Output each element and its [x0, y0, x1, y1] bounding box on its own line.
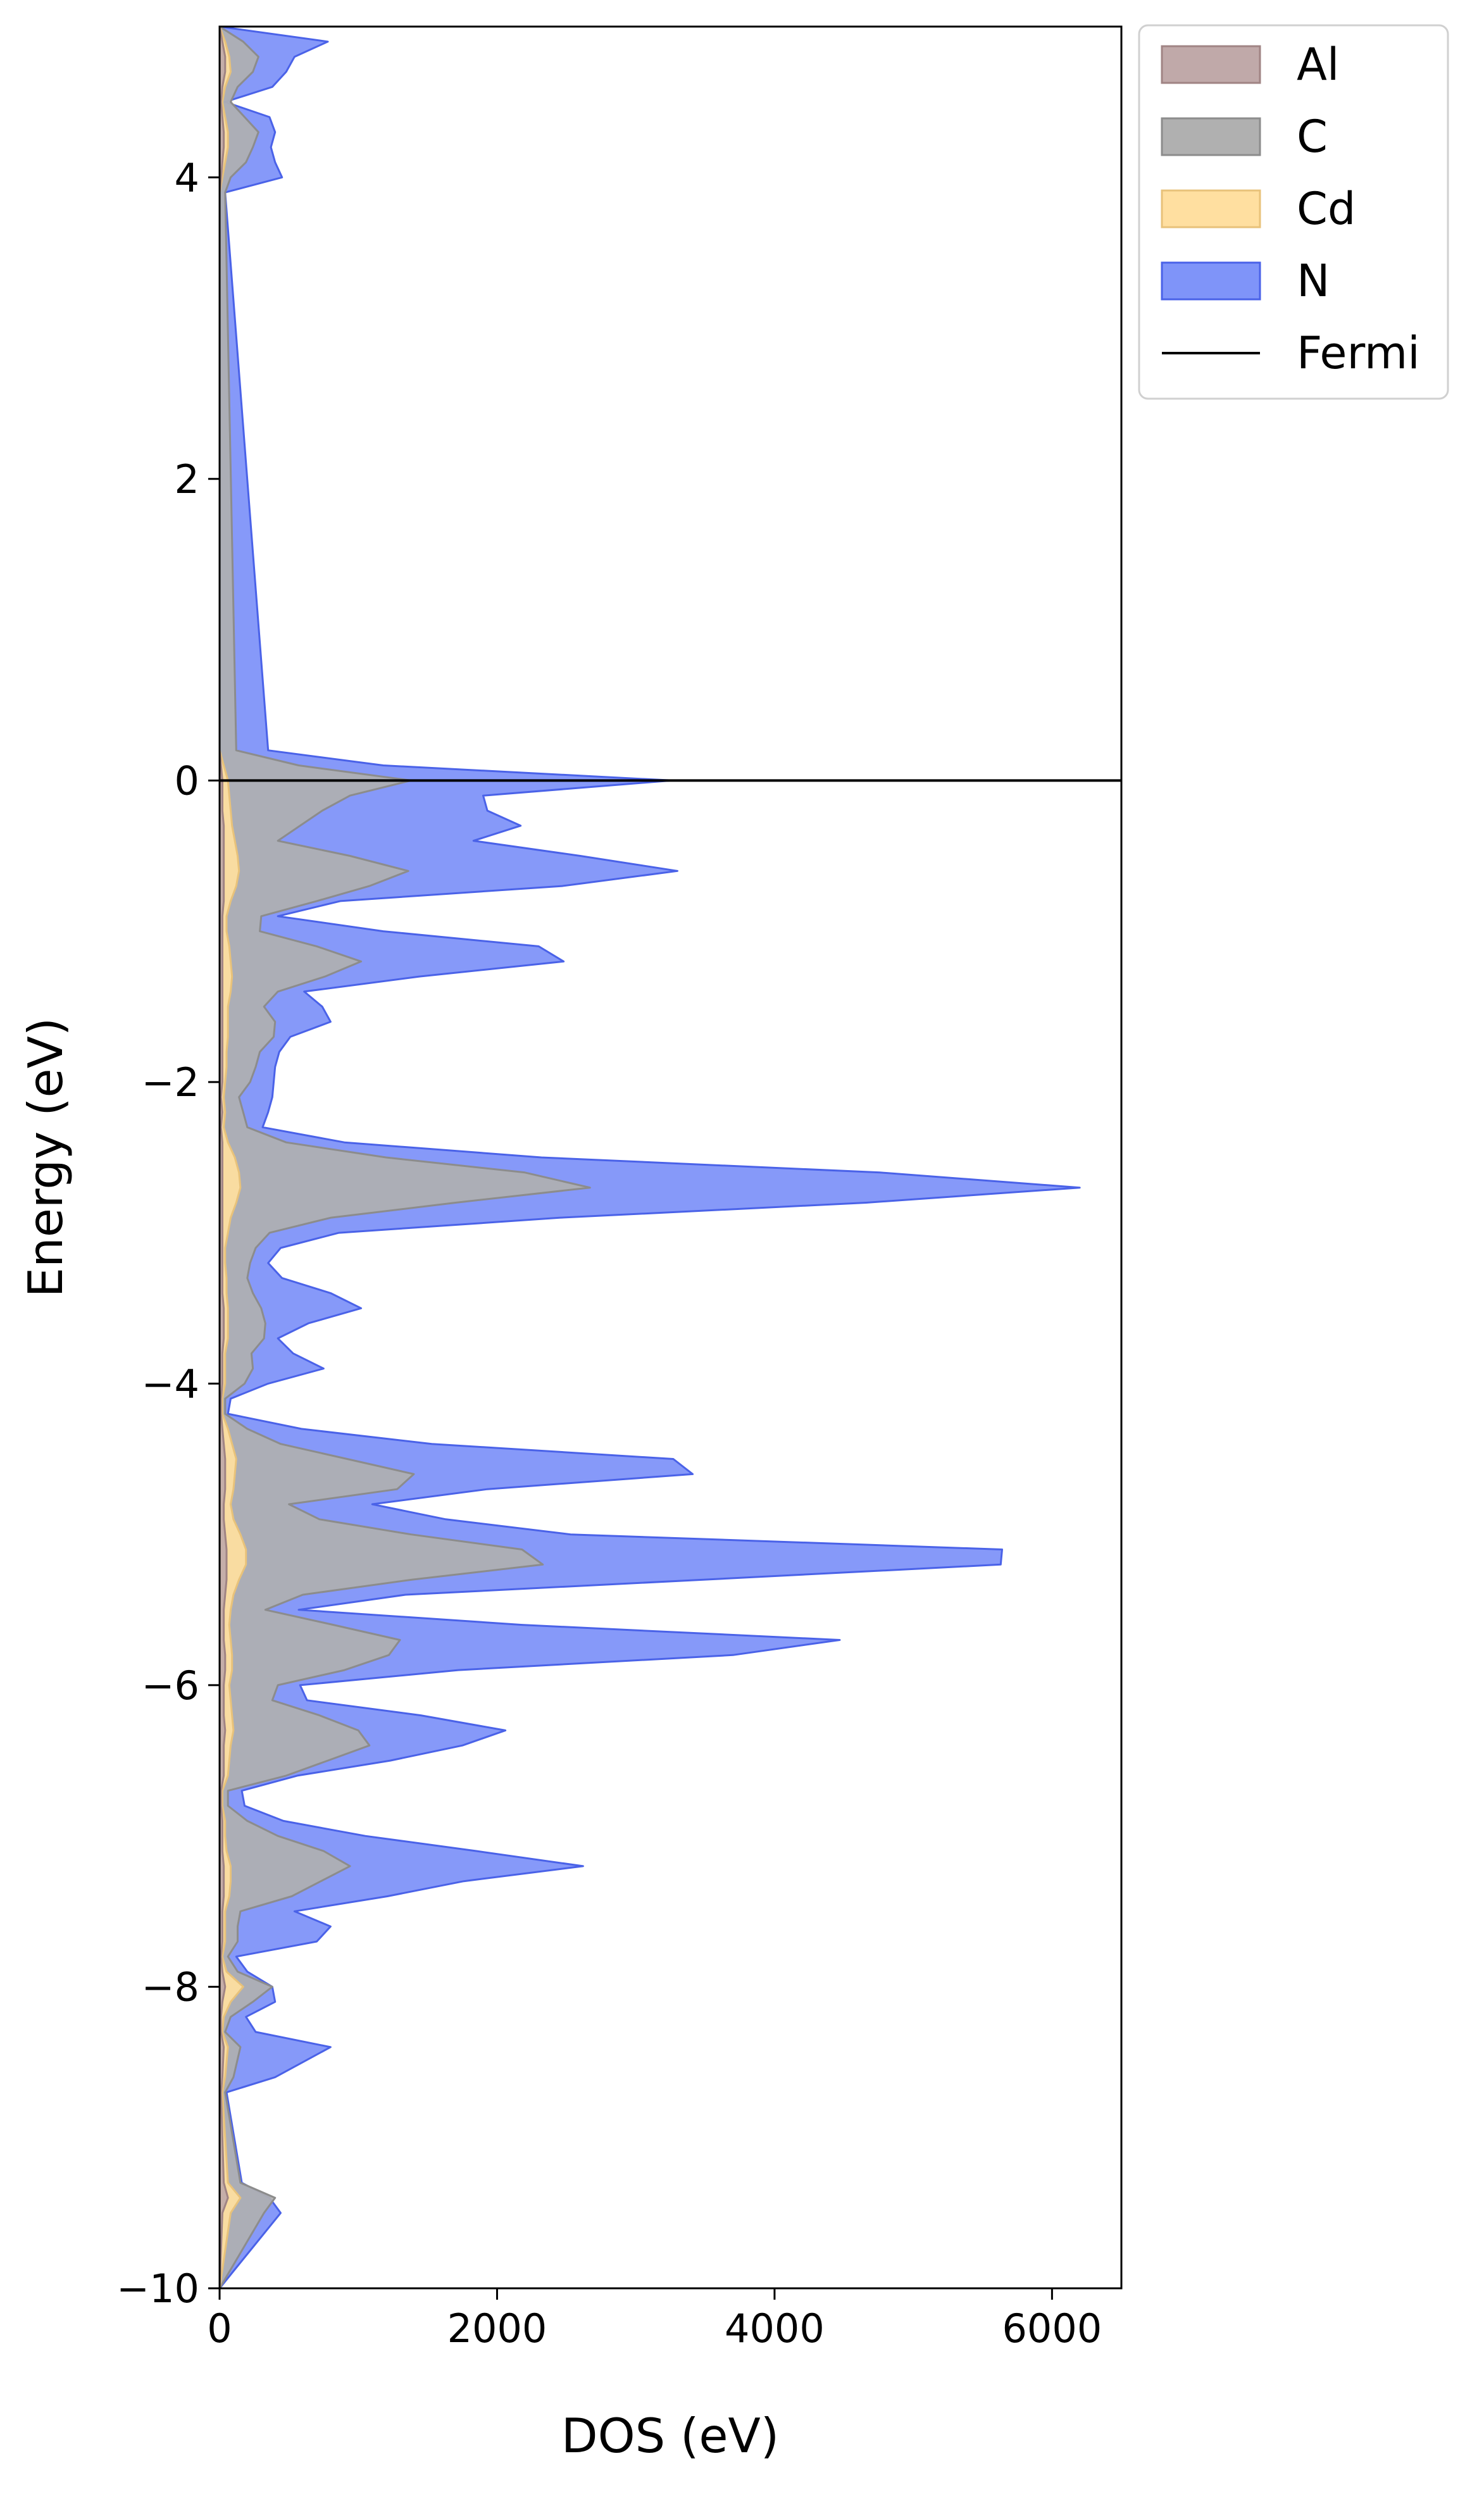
plot-frame [218, 25, 1123, 2290]
x-tick-label: 2000 [447, 2305, 547, 2352]
y-tick-label: −10 [116, 2266, 199, 2312]
y-tick-label: −2 [142, 1059, 199, 1106]
y-tick-label: −6 [142, 1662, 199, 1709]
legend-label-n: N [1297, 255, 1330, 307]
legend-label-cd: Cd [1297, 183, 1356, 235]
x-axis-label: DOS (eV) [561, 2408, 779, 2464]
dos-area-c [218, 25, 591, 2290]
legend-label-al: Al [1297, 39, 1339, 90]
y-axis-label: Energy (eV) [18, 1018, 73, 1297]
y-tick-label: −4 [142, 1361, 199, 1407]
legend-label-c: C [1297, 111, 1328, 163]
y-tick-label: 4 [175, 154, 199, 201]
y-axis-ticks: −10 −8 −6 −4 −2 0 2 4 [116, 154, 220, 2312]
dos-area-al [218, 25, 229, 2290]
x-tick-label: 4000 [725, 2305, 825, 2352]
legend-swatch-n [1161, 261, 1261, 301]
y-tick-label: −8 [142, 1964, 199, 2010]
legend-label-fermi: Fermi [1297, 327, 1420, 379]
y-tick-label: 2 [175, 456, 199, 502]
dos-area-n [218, 25, 1081, 2290]
x-tick-label: 6000 [1002, 2305, 1102, 2352]
y-tick-label: 0 [175, 757, 199, 804]
dos-area-cd [218, 25, 247, 2290]
legend: Al C Cd N Fermi [1138, 24, 1449, 400]
legend-swatch-cd [1161, 189, 1261, 228]
x-axis-ticks: 0 2000 4000 6000 [207, 2288, 1102, 2352]
x-tick-label: 0 [207, 2305, 232, 2352]
legend-swatch-al [1161, 45, 1261, 84]
dos-fills [218, 25, 1081, 2290]
legend-items: Al C Cd N Fermi [1161, 39, 1420, 379]
legend-swatch-c [1161, 117, 1261, 156]
